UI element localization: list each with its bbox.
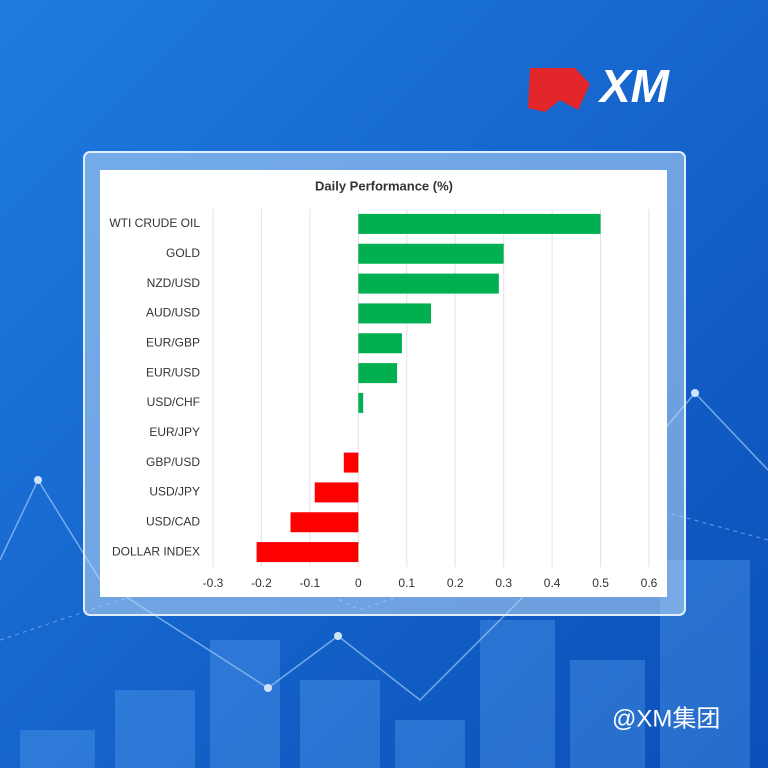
x-tick-label: 0.5 — [592, 576, 609, 590]
y-tick-label: EUR/USD — [146, 365, 200, 379]
bar — [290, 512, 359, 533]
plot: -0.3 -0.2 -0.1 0 0.1 0.2 0.3 0.4 0.5 0.6 WTI CRUDE… — [109, 209, 658, 590]
bar — [343, 452, 359, 473]
decor-dots — [34, 389, 699, 692]
y-tick-label: USD/JPY — [149, 485, 200, 499]
x-tick-label: -0.1 — [300, 576, 321, 590]
bar — [358, 273, 499, 294]
bar — [358, 392, 364, 413]
y-tick-label: AUD/USD — [146, 306, 200, 320]
logo-mark — [528, 68, 590, 112]
bar — [358, 243, 504, 264]
x-tick-label: -0.2 — [251, 576, 272, 590]
bar — [358, 333, 402, 354]
y-tick-label: EUR/GBP — [146, 335, 200, 349]
x-tick-label: 0.4 — [544, 576, 561, 590]
bar — [358, 213, 601, 234]
y-tick-label: WTI CRUDE OIL — [109, 216, 200, 230]
x-tick-label: 0.1 — [398, 576, 415, 590]
x-tick-label: 0 — [355, 576, 362, 590]
y-tick-label: EUR/JPY — [149, 425, 200, 439]
x-tick-label: -0.3 — [203, 576, 224, 590]
y-tick-label: GBP/USD — [146, 455, 200, 469]
decor — [20, 560, 750, 768]
bar — [314, 482, 359, 503]
bar — [358, 363, 398, 384]
watermark: @XM集团 — [612, 705, 720, 732]
chart-panel — [100, 170, 667, 597]
bar — [358, 303, 431, 324]
x-tick-label: 0.6 — [641, 576, 658, 590]
bar — [256, 542, 359, 563]
y-tick-label: USD/CHF — [147, 395, 200, 409]
chart-title: Daily Performance (%) — [315, 178, 453, 193]
y-tick-label: GOLD — [166, 246, 200, 260]
y-tick-label: NZD/USD — [147, 276, 201, 290]
x-tick-label: 0.2 — [447, 576, 464, 590]
logo: XM — [597, 60, 671, 112]
x-tick-label: 0.3 — [495, 576, 512, 590]
y-tick-label: DOLLAR INDEX — [112, 544, 200, 558]
y-tick-label: USD/CAD — [146, 514, 200, 528]
